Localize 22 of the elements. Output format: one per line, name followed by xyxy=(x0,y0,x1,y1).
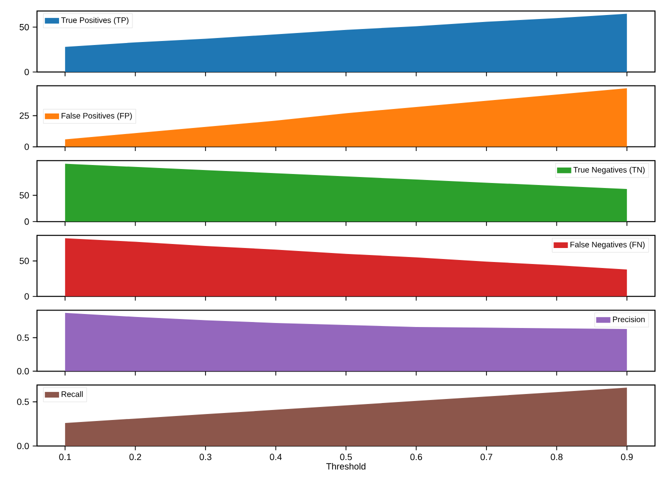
y-tick-label: 50 xyxy=(20,24,29,30)
x-tick-label: 0.7 xyxy=(480,454,492,460)
y-tick-label: 50 xyxy=(20,258,29,264)
x-tick-label: 0.4 xyxy=(270,454,282,460)
y-tick-label: 0.5 xyxy=(17,334,29,341)
y-tick-label: 0 xyxy=(24,218,29,225)
x-axis-title: Threshold xyxy=(326,462,366,470)
y-tick-label: 0.0 xyxy=(17,368,29,374)
x-tick-label: 0.1 xyxy=(59,454,71,460)
x-tick-label: 0.6 xyxy=(410,454,422,460)
y-tick-label: 0 xyxy=(24,68,29,76)
x-tick-label: 0.9 xyxy=(621,454,633,460)
x-tick-label: 0.5 xyxy=(340,454,352,460)
y-tick-label: 0 xyxy=(24,144,29,150)
y-tick-label: 25 xyxy=(20,112,29,119)
y-tick-label: 0 xyxy=(24,293,29,300)
x-tick-label: 0.8 xyxy=(550,454,563,460)
y-tick-label: 0.0 xyxy=(17,442,29,450)
y-tick-label: 0.5 xyxy=(17,398,29,405)
x-tick-label: 0.3 xyxy=(200,454,212,460)
y-tick-label: 50 xyxy=(20,192,29,198)
x-tick-label: 0.2 xyxy=(129,454,142,460)
